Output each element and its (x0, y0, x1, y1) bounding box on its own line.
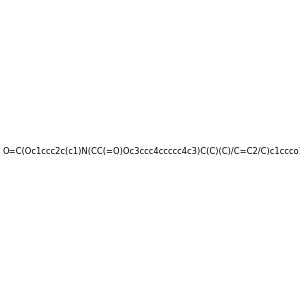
Text: O=C(Oc1ccc2c(c1)N(CC(=O)Oc3ccc4ccccc4c3)C(C)(C)/C=C2/C)c1ccco1: O=C(Oc1ccc2c(c1)N(CC(=O)Oc3ccc4ccccc4c3)… (3, 147, 300, 156)
